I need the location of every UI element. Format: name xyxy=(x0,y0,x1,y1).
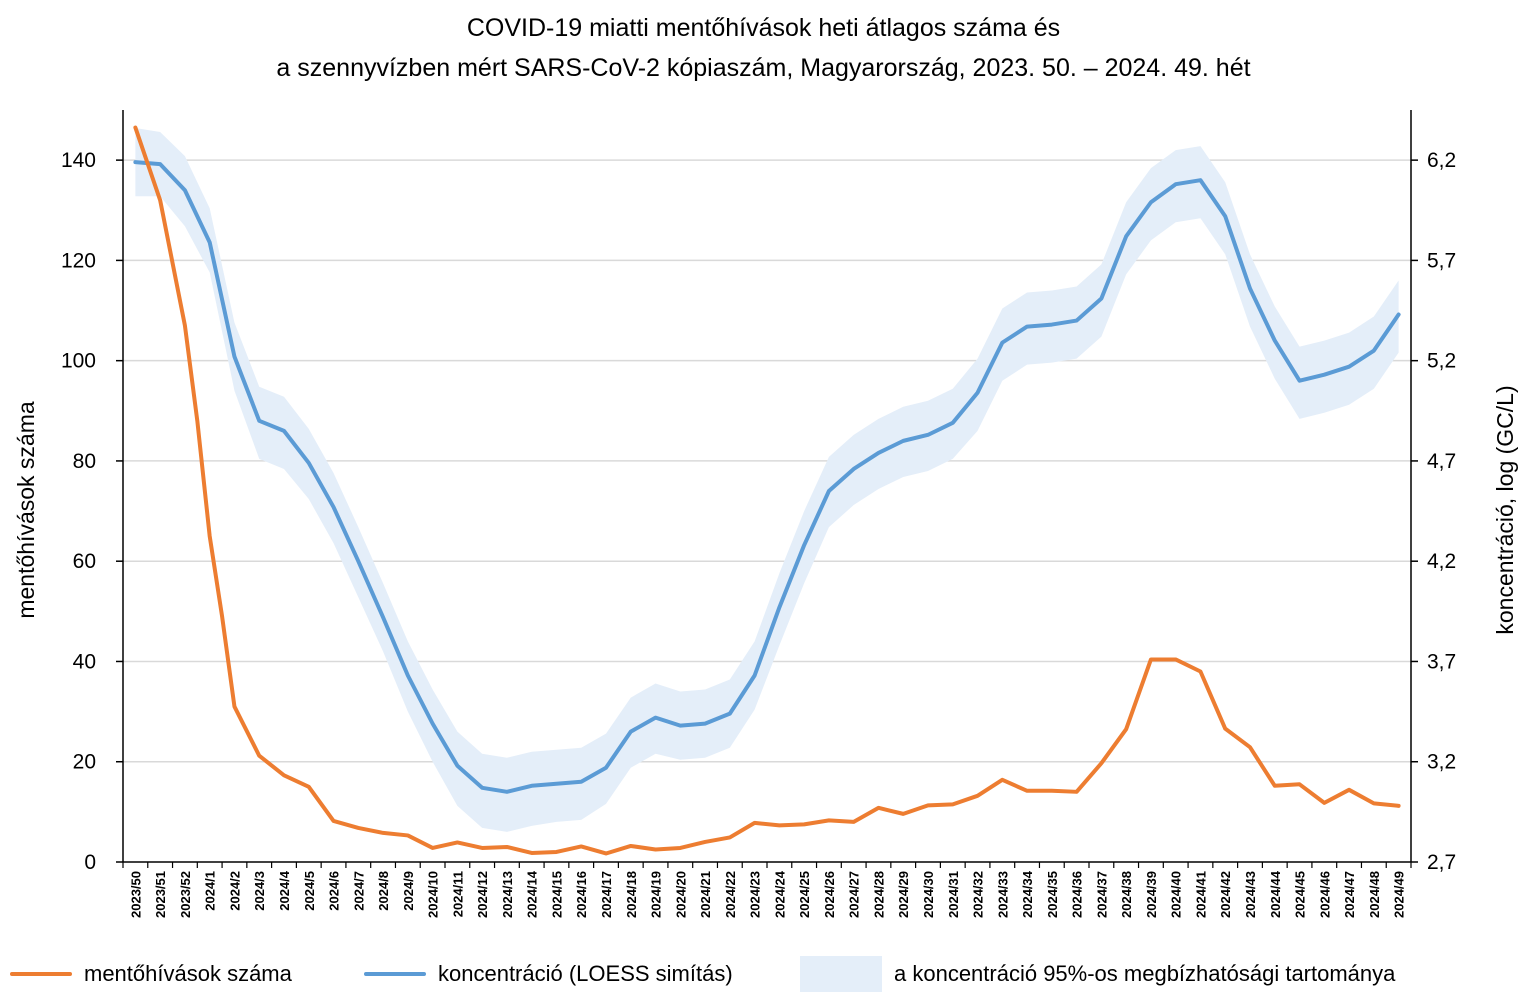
x-tick-label: 2024/28 xyxy=(871,871,886,918)
x-tick-label: 2024/45 xyxy=(1293,871,1308,918)
x-tick-label: 2024/38 xyxy=(1119,871,1134,918)
left-tick-label: 80 xyxy=(73,450,96,473)
x-tick-label: 2024/19 xyxy=(649,871,664,918)
x-tick-label: 2024/13 xyxy=(500,871,515,918)
legend-swatch-calls xyxy=(10,972,72,976)
x-tick-label: 2024/1 xyxy=(203,871,218,911)
right-tick-label: 3,7 xyxy=(1427,650,1456,673)
legend-item-confidence-band: a koncentráció 95%-os megbízhatósági tar… xyxy=(800,954,1395,994)
left-tick-label: 120 xyxy=(61,249,96,272)
legend-item-concentration: koncentráció (LOESS simítás) xyxy=(364,954,733,994)
x-tick-label: 2024/25 xyxy=(797,871,812,918)
x-tick-label: 2024/33 xyxy=(995,871,1010,918)
x-tick-label: 2023/52 xyxy=(178,871,193,918)
x-tick-label: 2024/17 xyxy=(599,871,614,918)
left-tick-label: 140 xyxy=(61,149,96,172)
left-tick-label: 60 xyxy=(73,550,96,573)
x-tick-label: 2024/21 xyxy=(698,871,713,918)
series-lines-layer xyxy=(133,125,1401,856)
x-tick-label: 2024/36 xyxy=(1070,871,1085,918)
left-tick-label: 40 xyxy=(73,650,96,673)
right-axis-ticks: 2,7 3,2 3,7 4,2 4,7 5,2 5,7 6,2 xyxy=(1411,149,1456,874)
right-tick-label: 5,7 xyxy=(1427,249,1456,272)
x-tick-label: 2023/51 xyxy=(153,871,168,918)
y-axis-label-right: koncentráció, log (GC/L) xyxy=(1492,385,1518,634)
x-tick-label: 2024/6 xyxy=(327,871,342,911)
x-tick-label: 2024/43 xyxy=(1243,871,1258,918)
x-tick-label: 2024/44 xyxy=(1268,870,1283,918)
chart-title-line-1: COVID-19 miatti mentőhívások heti átlago… xyxy=(466,14,1061,42)
x-tick-label: 2024/4 xyxy=(277,870,292,911)
x-tick-label: 2024/15 xyxy=(549,871,564,918)
x-tick-label: 2024/10 xyxy=(426,871,441,918)
x-tick-label: 2024/34 xyxy=(1020,870,1035,918)
right-tick-label: 6,2 xyxy=(1427,149,1456,172)
legend-item-calls: mentőhívások száma xyxy=(10,954,292,994)
x-tick-label: 2024/35 xyxy=(1045,871,1060,918)
x-tick-label: 2024/30 xyxy=(921,871,936,918)
x-tick-label: 2024/31 xyxy=(946,871,961,918)
x-tick-label: 2023/50 xyxy=(128,871,143,918)
legend-label-calls: mentőhívások száma xyxy=(84,961,292,986)
y-axis-label-left: mentőhívások száma xyxy=(13,401,39,619)
x-tick-label: 2024/16 xyxy=(574,871,589,918)
x-tick-label: 2024/29 xyxy=(896,871,911,918)
x-tick-label: 2024/46 xyxy=(1317,871,1332,918)
left-tick-label: 0 xyxy=(84,851,96,874)
left-tick-label: 20 xyxy=(73,751,96,774)
right-tick-label: 3,2 xyxy=(1427,751,1456,774)
x-tick-label: 2024/8 xyxy=(376,871,391,911)
legend-label-confidence-band: a koncentráció 95%-os megbízhatósági tar… xyxy=(894,961,1396,986)
x-axis-ticks: 2023/50 2023/51 2023/52 2024/1 2024/2 2024/3 2… xyxy=(122,862,1412,918)
right-tick-label: 2,7 xyxy=(1427,851,1456,874)
concentration-line xyxy=(133,160,1401,794)
confidence-band xyxy=(135,128,1399,832)
x-tick-label: 2024/14 xyxy=(525,870,540,918)
x-tick-label: 2024/18 xyxy=(624,871,639,918)
legend-swatch-concentration xyxy=(364,972,426,976)
x-tick-label: 2024/37 xyxy=(1094,871,1109,918)
right-tick-label: 4,7 xyxy=(1427,450,1456,473)
x-tick-label: 2024/2 xyxy=(227,871,242,911)
confidence-band-layer xyxy=(135,128,1399,832)
x-tick-label: 2024/5 xyxy=(302,871,317,911)
x-tick-label: 2024/24 xyxy=(772,870,787,918)
chart-title-line-2: a szennyvízben mért SARS-CoV-2 kópiaszám… xyxy=(276,54,1251,82)
left-tick-label: 100 xyxy=(61,350,96,373)
calls-line xyxy=(133,125,1401,856)
legend-label-concentration: koncentráció (LOESS simítás) xyxy=(438,961,733,986)
x-tick-label: 2024/48 xyxy=(1367,871,1382,918)
x-tick-label: 2024/41 xyxy=(1193,871,1208,918)
x-tick-label: 2024/49 xyxy=(1392,871,1407,918)
x-tick-label: 2024/22 xyxy=(723,871,738,918)
x-tick-label: 2024/20 xyxy=(673,871,688,918)
right-tick-label: 4,2 xyxy=(1427,550,1456,573)
x-tick-label: 2024/11 xyxy=(450,871,465,917)
x-tick-label: 2024/27 xyxy=(847,871,862,918)
right-tick-label: 5,2 xyxy=(1427,350,1456,373)
x-tick-label: 2024/26 xyxy=(822,871,837,918)
x-tick-label: 2024/12 xyxy=(475,871,490,918)
x-tick-label: 2024/3 xyxy=(252,871,267,911)
x-tick-label: 2024/42 xyxy=(1218,871,1233,918)
x-tick-label: 2024/47 xyxy=(1342,871,1357,918)
left-axis-ticks: 0 20 40 60 80 100 120 140 xyxy=(61,149,123,874)
x-tick-label: 2024/40 xyxy=(1169,871,1184,918)
x-tick-label: 2024/39 xyxy=(1144,871,1159,918)
x-tick-label: 2024/23 xyxy=(748,871,763,918)
x-tick-label: 2024/9 xyxy=(401,871,416,911)
x-tick-label: 2024/32 xyxy=(971,871,986,918)
x-tick-label: 2024/7 xyxy=(351,871,366,911)
legend-swatch-confidence-band xyxy=(800,956,882,992)
